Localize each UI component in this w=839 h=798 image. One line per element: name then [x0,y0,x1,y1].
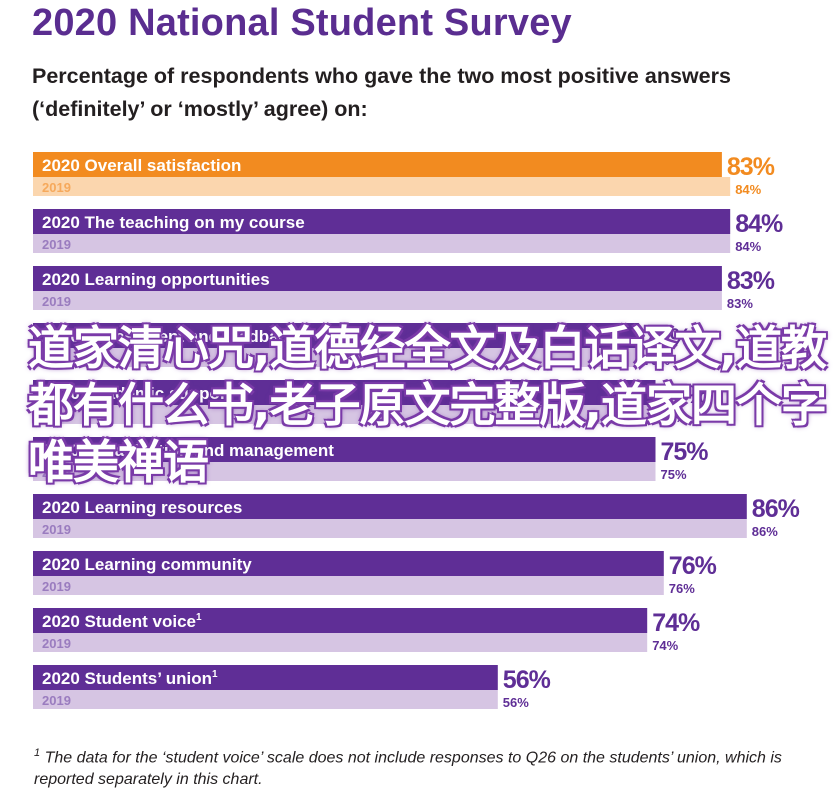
bar-2019 [33,690,498,709]
value-label-2020: 73% [644,324,692,352]
bar-label-2019: 2019 [42,636,71,651]
bar-label-2020: 2020 Learning community [42,555,252,574]
bar-label-2019: 2019 [42,579,71,594]
bar-label-2019: 2019 [42,351,71,366]
bar-label-2019: 2019 [42,294,71,309]
bar-2019 [33,348,639,367]
value-label-2019: 83% [727,296,753,311]
bar-2019 [33,234,731,253]
value-label-2020: 56% [503,666,551,694]
bar-label-2019: 2019 [42,522,71,537]
bar-2019 [33,633,648,652]
bar-2019 [33,519,747,538]
bar-label-2020: 2020 Student voice1 [42,612,202,631]
bar-label-2020: 2020 The teaching on my course [42,213,305,232]
bar-2020 [33,494,747,519]
value-label-2020: 86% [752,495,800,523]
bar-2020 [33,551,664,576]
value-label-2019: 75% [661,410,687,425]
bar-2020 [33,665,498,690]
footnote-marker: 1 [34,747,41,759]
bar-chart: 2020 Overall satisfaction201983%84%2020 … [33,152,801,710]
bar-2019 [33,291,722,310]
value-label-2019: 74% [652,638,678,653]
value-label-2019: 86% [752,524,778,539]
bar-label-2020: 2020 Organisation and management [42,441,334,460]
value-label-2020: 76% [669,552,717,580]
bar-2019 [33,462,656,481]
value-label-2020: 83% [727,153,775,181]
bar-2019 [33,576,664,595]
bar-label-2020: 2020 Assessment and feedback [42,327,298,346]
value-label-2020: 75% [661,438,709,466]
bar-2020 [33,323,639,348]
bar-2020 [33,152,722,177]
value-label-2020: 75% [661,381,709,409]
bar-2020 [33,209,731,234]
bar-label-2019: 2019 [42,465,71,480]
value-label-2019: 84% [735,182,761,197]
bar-label-2020: 2020 Overall satisfaction [42,156,241,175]
bar-2020 [33,380,656,405]
page-title: 2020 National Student Survey [32,2,572,44]
bar-label-2019: 2019 [42,180,71,195]
value-label-2019: 56% [503,695,529,710]
bar-label-2019: 2019 [42,693,71,708]
bar-label-2020: 2020 Students’ union1 [42,669,218,688]
footnote-text: The data for the ‘student voice’ scale d… [34,749,782,789]
watermark-overlay-text: 道家清心咒,道德经全文及白话译文,道教都有什么书,老子原文完整版,道家四个字唯美… [28,321,827,489]
value-label-2019: 76% [669,581,695,596]
value-label-2019: 84% [735,239,761,254]
value-label-2020: 74% [652,609,700,637]
footnote: 1 The data for the ‘student voice’ scale… [34,742,794,791]
value-label-2019: 75% [661,467,687,482]
bar-label-2020: 2020 Learning opportunities [42,270,270,289]
bar-label-2019: 2019 [42,408,71,423]
bar-label-2020: 2020 Academic support [42,384,233,403]
bar-2019 [33,405,656,424]
chart-subtitle: Percentage of respondents who gave the t… [32,64,731,121]
bar-2020 [33,266,722,291]
bar-label-2020: 2020 Learning resources [42,498,242,517]
value-label-2020: 83% [727,267,775,295]
bar-2020 [33,608,648,633]
bar-2019 [33,177,731,196]
value-label-2020: 84% [735,210,783,238]
bar-label-2019: 2019 [42,237,71,252]
bar-2020 [33,437,656,462]
value-label-2019: 73% [644,353,670,368]
